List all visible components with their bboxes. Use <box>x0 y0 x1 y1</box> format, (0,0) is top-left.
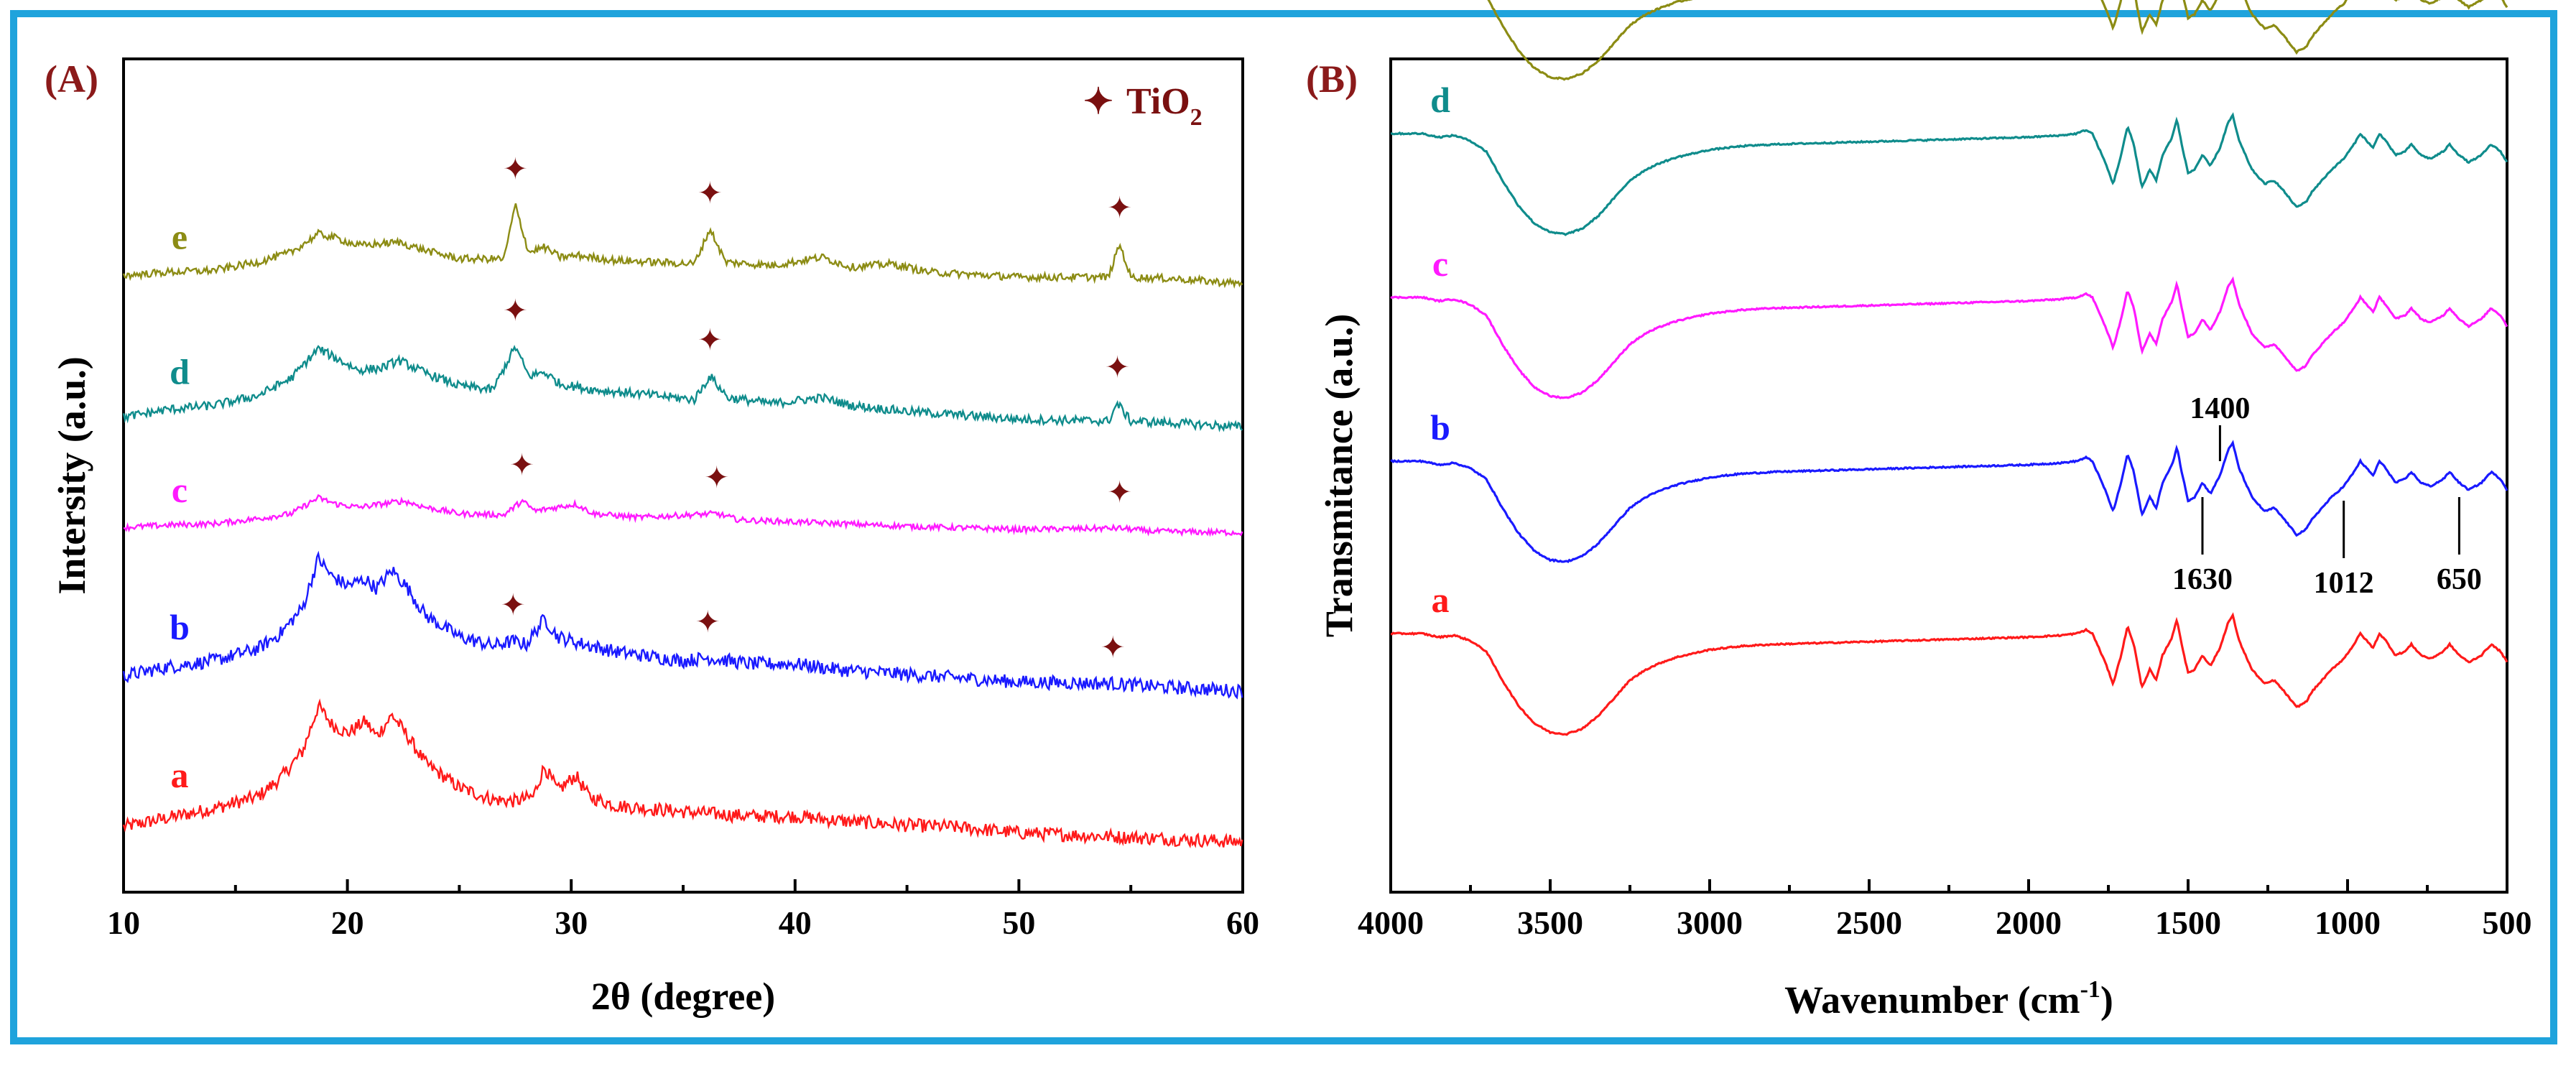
tio2-peak-marker: ✦ <box>1107 476 1132 509</box>
tio2-peak-marker: ✦ <box>698 325 723 358</box>
xrd-series-a <box>122 698 1243 848</box>
curve-label-a: a <box>1432 580 1450 620</box>
tio2-peak-marker: ✦ <box>698 177 723 210</box>
panel-b-x-axis: 4000 3500 3000 2500 2000 1500 1000 500 <box>1358 879 2532 941</box>
tio2-peak-marker: ✦ <box>1107 193 1132 226</box>
ftir-series-e <box>1487 0 2508 81</box>
x-tick-label: 3500 <box>1517 904 1583 941</box>
x-tick-label: 2000 <box>1996 904 2062 941</box>
panel-b-series-group <box>1390 0 2508 736</box>
panel-a-chart: (A) 10 20 30 40 50 60 ✦ ✦ ✦ ✦ ✦ ✦ ✦ ✦ ✦ ✦ ✦ ✦ a b c d e 2θ (… <box>45 57 1259 1018</box>
x-tick-label: 500 <box>2483 904 2532 941</box>
curve-label-d: d <box>170 351 190 391</box>
xrd-series-e <box>122 203 1243 289</box>
figure-frame <box>10 10 2557 1044</box>
annotation-label-1400: 1400 <box>2190 392 2250 425</box>
panel-b-chart: (B) 4000 3500 3000 2500 2000 1500 1000 500 1400… <box>1306 0 2532 1021</box>
x-tick-label: 20 <box>331 904 364 941</box>
xrd-series-d <box>122 345 1243 432</box>
panel-a-x-axis-label: 2θ (degree) <box>591 975 776 1018</box>
xrd-series-b <box>122 550 1243 700</box>
panel-a-legend: ✦ TiO2 <box>1083 81 1203 131</box>
panel-a-curve-labels: a b c d e <box>170 217 190 795</box>
x-tick-label: 1000 <box>2315 904 2381 941</box>
x-tick-label: 30 <box>555 904 588 941</box>
x-tick-label: 40 <box>779 904 812 941</box>
panel-a-y-axis-label: Intersity (a.u.) <box>50 356 93 594</box>
panel-b-y-axis-label: Transmitance (a.u.) <box>1317 314 1361 637</box>
tio2-peak-marker: ✦ <box>695 606 721 639</box>
tio2-peak-marker: ✦ <box>503 153 528 186</box>
tio2-peak-marker: ✦ <box>501 590 526 623</box>
panel-b-plot-area <box>1389 57 2508 894</box>
legend-label-text: TiO <box>1126 81 1190 122</box>
x-tick-label: 3000 <box>1677 904 1743 941</box>
panel-b-x-axis-label-text: Wavenumber (cm <box>1784 978 2080 1021</box>
panel-b-x-axis-label: Wavenumber (cm-1) <box>1784 976 2113 1021</box>
panel-a-x-axis: 10 20 30 40 50 60 <box>107 879 1259 941</box>
ftir-series-c <box>1390 276 2508 399</box>
ftir-series-b <box>1390 440 2508 564</box>
tio2-peak-marker: ✦ <box>704 462 729 495</box>
tio2-peak-marker: ✦ <box>509 449 534 482</box>
curve-label-c: c <box>1432 244 1448 284</box>
curve-label-b: b <box>1430 407 1450 448</box>
ftir-series-d <box>1390 112 2508 236</box>
tio2-peak-marker: ✦ <box>503 295 528 328</box>
xrd-series-c <box>123 493 1243 537</box>
tio2-peak-marker: ✦ <box>1101 632 1126 665</box>
curve-label-b: b <box>170 607 190 647</box>
panel-b-x-axis-label-end: ) <box>2100 978 2113 1021</box>
annotation-label-650: 650 <box>2437 563 2482 596</box>
x-tick-label: 60 <box>1226 904 1259 941</box>
panel-a-label: (A) <box>45 57 98 101</box>
x-tick-label: 10 <box>107 904 140 941</box>
x-tick-label: 4000 <box>1358 904 1424 941</box>
curve-label-e: e <box>172 217 187 257</box>
ftir-series-a <box>1390 612 2508 736</box>
x-tick-label: 50 <box>1002 904 1035 941</box>
curve-label-d: d <box>1430 80 1450 120</box>
tio2-peak-marker: ✦ <box>1105 352 1130 385</box>
annotation-label-1630: 1630 <box>2172 563 2233 596</box>
legend-label: TiO2 <box>1126 81 1203 131</box>
x-tick-label: 2500 <box>1836 904 1902 941</box>
legend-star-marker: ✦ <box>1083 81 1113 121</box>
x-tick-label: 1500 <box>2155 904 2221 941</box>
curve-label-a: a <box>171 755 189 795</box>
legend-label-subscript: 2 <box>1190 104 1203 131</box>
panel-b-annotations: 1400 1630 1012 650 <box>2172 392 2482 600</box>
curve-label-c: c <box>172 470 187 510</box>
panel-a-series-group <box>122 203 1243 848</box>
panel-b-label: (B) <box>1306 57 1358 101</box>
annotation-label-1012: 1012 <box>2314 567 2374 600</box>
panel-b-x-axis-label-sup: -1 <box>2080 976 2100 1003</box>
panel-a-tio2-markers: ✦ ✦ ✦ ✦ ✦ ✦ ✦ ✦ ✦ ✦ ✦ ✦ <box>501 153 1133 664</box>
